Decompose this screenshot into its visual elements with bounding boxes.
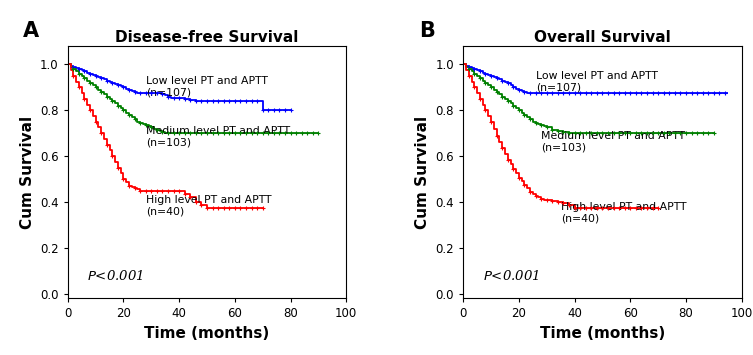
Y-axis label: Cum Survival: Cum Survival <box>415 116 430 229</box>
Text: $\it{P}$<0.001: $\it{P}$<0.001 <box>87 269 144 283</box>
X-axis label: Time (months): Time (months) <box>145 326 270 341</box>
Text: B: B <box>419 21 434 41</box>
Text: Low level PT and APTT
(n=107): Low level PT and APTT (n=107) <box>146 76 267 98</box>
Text: $\it{P}$<0.001: $\it{P}$<0.001 <box>483 269 539 283</box>
Y-axis label: Cum Survival: Cum Survival <box>20 116 35 229</box>
Title: Overall Survival: Overall Survival <box>534 30 671 45</box>
X-axis label: Time (months): Time (months) <box>540 326 665 341</box>
Text: High level PT and APTT
(n=40): High level PT and APTT (n=40) <box>561 202 686 224</box>
Text: Medium level PT and APTT
(n=103): Medium level PT and APTT (n=103) <box>146 126 290 148</box>
Title: Disease-free Survival: Disease-free Survival <box>115 30 299 45</box>
Text: Medium level PT and APTT
(n=103): Medium level PT and APTT (n=103) <box>541 131 685 153</box>
Text: Low level PT and APTT
(n=107): Low level PT and APTT (n=107) <box>535 71 657 93</box>
Text: High level PT and APTT
(n=40): High level PT and APTT (n=40) <box>146 195 271 217</box>
Text: A: A <box>23 21 39 41</box>
